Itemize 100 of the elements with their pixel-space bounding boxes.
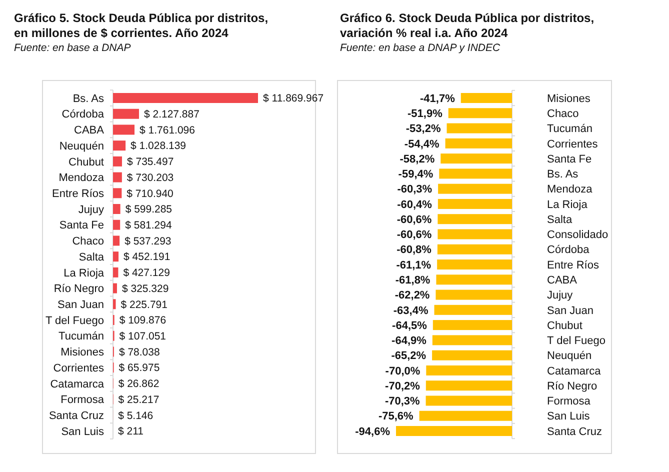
y-tick-label: Río Negro	[547, 380, 598, 392]
y-tick-label: Entre Ríos	[52, 188, 104, 200]
bar	[113, 172, 122, 182]
bar	[113, 252, 119, 262]
data-label: -60,8%	[396, 244, 432, 256]
y-tick-label: Chubut	[68, 156, 104, 168]
data-label: -65,2%	[391, 350, 426, 362]
data-label: $ 2.127.887	[144, 108, 200, 121]
y-tick-label: Santa Fe	[547, 153, 592, 166]
bar	[113, 299, 116, 310]
data-label: $ 599.285	[125, 204, 172, 216]
y-tick-label: Corrientes	[53, 362, 104, 374]
bar	[113, 236, 120, 246]
bar	[113, 140, 126, 151]
y-tick-label: Chubut	[547, 320, 582, 332]
bar	[113, 108, 139, 119]
y-tick-label: Salta	[547, 214, 573, 226]
data-label: $ 211	[118, 426, 144, 438]
data-label: -62,2%	[394, 290, 430, 302]
chart-title: Gráfico 5. Stock Deuda Pública por distritos, en millones de $ corrientes. Año 2024	[14, 11, 268, 40]
y-tick-label: Córdoba	[547, 244, 590, 256]
y-tick-label: Neuquén	[59, 140, 104, 152]
y-tick-label: Santa Cruz	[547, 426, 602, 438]
y-tick-label: Chaco	[547, 108, 579, 120]
y-tick-label: Chaco	[72, 236, 104, 248]
y-tick-label: T del Fuego	[45, 314, 104, 327]
y-tick-label: Río Negro	[54, 283, 104, 296]
data-label: -60,6%	[396, 214, 432, 226]
y-tick-label: Catamarca	[50, 378, 105, 390]
bar	[113, 283, 117, 294]
y-tick-label: San Luis	[61, 426, 104, 438]
data-label: -58,2%	[400, 153, 435, 166]
y-tick-label: CABA	[74, 124, 105, 137]
y-tick-label: Corrientes	[547, 138, 598, 150]
y-tick-label: Bs. As	[72, 92, 104, 105]
data-label: -51,9%	[408, 108, 443, 120]
y-tick-label: Formosa	[60, 394, 105, 406]
data-label: -64,5%	[392, 320, 428, 332]
data-label: -60,4%	[397, 198, 432, 211]
data-label: $ 65.975	[118, 362, 160, 374]
bar	[113, 93, 258, 103]
data-label: $ 1.761.096	[140, 124, 196, 136]
source-note: Fuente: en base a DNAP y INDEC	[340, 42, 501, 54]
y-tick-label: Salta	[78, 251, 105, 264]
source-note: Fuente: en base a DNAP	[14, 42, 131, 54]
data-label: -64,9%	[392, 335, 427, 348]
data-label: -61,1%	[396, 259, 432, 272]
data-label: $ 537.293	[124, 235, 172, 248]
y-tick-label: Catamarca	[547, 365, 602, 378]
data-label: -41,7%	[420, 92, 456, 105]
data-label: $ 1.028.139	[130, 140, 186, 152]
data-label: $ 107.051	[119, 330, 166, 343]
y-tick-label: La Rioja	[547, 198, 588, 211]
y-tick-label: Neuquén	[547, 350, 592, 362]
data-label: $ 581.294	[125, 220, 172, 232]
y-tick-label: Santa Fe	[59, 220, 104, 232]
bar	[113, 188, 122, 198]
chart-title: Gráfico 6. Stock Deuda Pública por distritos, variación % real i.a. Año 2024	[340, 11, 594, 40]
data-label: -60,6%	[396, 229, 432, 242]
y-tick-label: Consolidado	[547, 229, 608, 242]
y-tick-label: Mendoza	[58, 172, 105, 184]
y-tick-label: San Juan	[547, 304, 594, 317]
data-label: $ 26.862	[118, 378, 160, 390]
data-label: -60,3%	[397, 184, 432, 196]
data-label: $ 78.038	[118, 346, 160, 358]
data-label: $ 11.869.967	[263, 92, 324, 105]
y-tick-label: Mendoza	[547, 184, 594, 196]
data-label: -70,0%	[385, 365, 420, 378]
y-tick-label: La Rioja	[64, 267, 105, 280]
y-tick-label: Misiones	[547, 92, 591, 105]
data-label: -70,2%	[385, 380, 420, 392]
data-label: -63,4%	[393, 304, 428, 317]
data-label: $ 109.876	[119, 314, 166, 327]
y-tick-label: Formosa	[547, 396, 592, 408]
bar	[113, 124, 135, 135]
bar	[113, 220, 120, 230]
data-label: -59,4%	[398, 168, 434, 181]
data-label: $ 225.791	[120, 298, 168, 311]
y-tick-label: Misiones	[60, 346, 104, 359]
data-label: -75,6%	[378, 410, 414, 423]
data-label: $ 5.146	[118, 410, 154, 422]
data-label: $ 427.129	[123, 267, 170, 280]
data-label: $ 452.191	[124, 251, 170, 264]
y-tick-label: San Luis	[547, 410, 590, 423]
data-label: $ 730.203	[126, 172, 174, 184]
y-tick-label: Bs. As	[547, 168, 579, 181]
y-tick-label: Córdoba	[62, 108, 105, 121]
data-label: -53,2%	[406, 123, 441, 136]
bar	[113, 156, 122, 166]
data-label: $ 710.940	[126, 188, 174, 200]
data-label: $ 735.497	[126, 156, 174, 168]
y-tick-label: T del Fuego	[547, 335, 606, 348]
data-label: -94,6%	[355, 426, 390, 438]
y-tick-label: Santa Cruz	[48, 410, 104, 422]
data-label: -54,4%	[404, 138, 440, 150]
data-label: -70,3%	[384, 396, 420, 408]
y-tick-label: CABA	[547, 274, 578, 286]
bar	[113, 204, 120, 214]
data-label: $ 25.217	[118, 394, 160, 406]
y-tick-label: Entre Ríos	[547, 259, 600, 272]
